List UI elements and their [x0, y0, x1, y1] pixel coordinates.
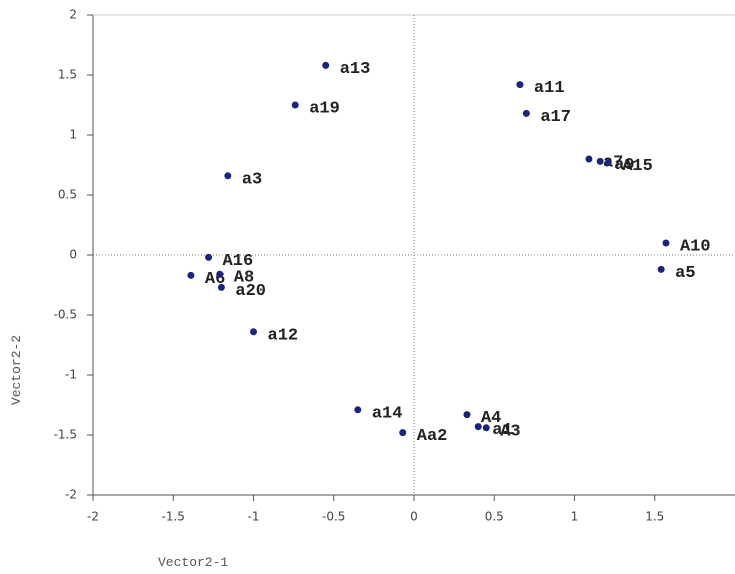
point	[604, 159, 612, 167]
point-label: a17	[540, 108, 571, 127]
point	[354, 406, 362, 414]
point-label: a9	[614, 156, 634, 175]
x-tick-label: -0.5	[322, 510, 345, 524]
point-label: a19	[309, 99, 340, 118]
x-axis-title: Vector2-1	[158, 555, 228, 570]
y-tick-label: 0	[69, 248, 77, 262]
point	[596, 157, 604, 165]
point-label: a12	[268, 326, 299, 345]
point-label: A16	[223, 252, 254, 271]
point	[217, 283, 225, 291]
point-label: a1	[492, 421, 512, 440]
point	[482, 424, 490, 432]
x-tick-label: -1	[248, 510, 260, 524]
point-label: Aa2	[417, 427, 448, 446]
y-tick-label: -2	[65, 488, 77, 502]
x-tick-label: 1.5	[645, 510, 664, 524]
point	[399, 429, 407, 437]
y-tick-label: -0.5	[54, 308, 77, 322]
point-label: A8	[234, 269, 254, 288]
y-tick-label: -1	[65, 368, 77, 382]
point	[516, 81, 524, 89]
point-label: A4	[481, 409, 501, 428]
point-label: a5	[675, 264, 695, 283]
point	[291, 101, 299, 109]
point	[474, 423, 482, 431]
y-tick-label: 1.5	[58, 68, 77, 82]
point-label: a11	[534, 79, 565, 98]
point-label: A10	[680, 237, 711, 256]
point	[662, 239, 670, 247]
point	[187, 271, 195, 279]
point-label: A3	[500, 422, 520, 441]
point	[657, 265, 665, 273]
point	[216, 270, 224, 278]
y-tick-label: 2	[69, 8, 77, 22]
point	[322, 61, 330, 69]
point-label: a7	[603, 153, 623, 172]
point-label: a20	[235, 282, 266, 301]
point	[250, 328, 257, 336]
y-tick-label: 0.5	[58, 188, 77, 202]
point-label: a13	[340, 60, 371, 79]
point	[205, 253, 213, 261]
y-tick-label: -1.5	[54, 428, 77, 442]
point	[585, 155, 593, 163]
x-tick-label: -1.5	[162, 510, 185, 524]
x-tick-label: 1	[571, 510, 579, 524]
point	[522, 109, 530, 117]
point	[463, 411, 471, 419]
point-label: a3	[242, 170, 262, 189]
x-tick-label: 0.5	[485, 510, 504, 524]
y-axis-title: Vector2-2	[9, 335, 24, 405]
point-label: A15	[622, 157, 653, 176]
point	[224, 172, 232, 180]
x-tick-label: 0	[410, 510, 418, 524]
y-tick-label: 1	[69, 128, 77, 142]
point-label: a14	[372, 404, 403, 423]
x-tick-label: -2	[87, 510, 99, 524]
